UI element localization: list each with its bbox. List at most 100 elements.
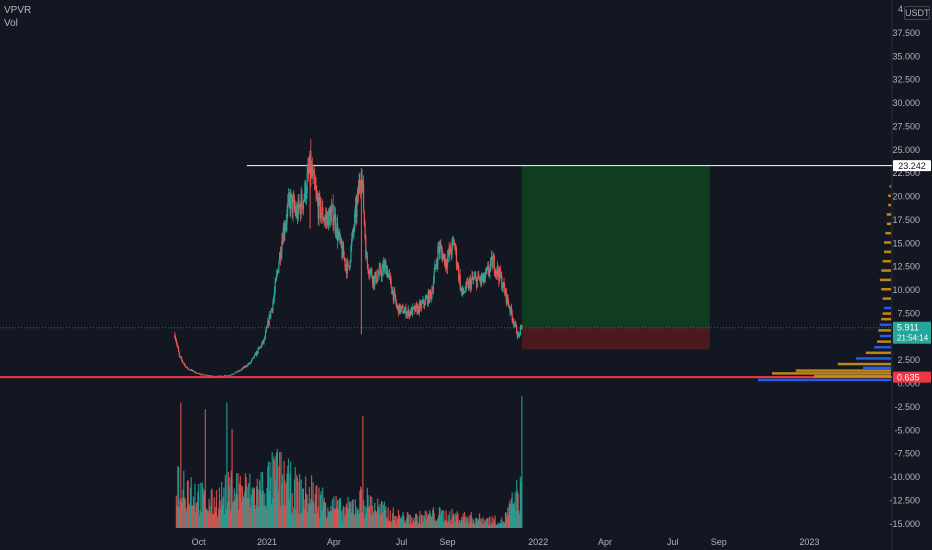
candle-body [276,270,279,274]
volume-bar [197,491,199,528]
volume-bar [322,487,324,528]
candle [483,272,485,286]
candle [342,241,345,258]
price-tick-label: -12.500 [889,495,920,505]
volume-bar [446,520,448,528]
candle [302,200,305,216]
volume-bar [400,518,402,528]
symbol-label: VPVR [4,5,32,16]
volume-bar [456,511,458,528]
candle [178,351,180,358]
volume-bar [191,506,193,528]
volume-bar [435,521,438,528]
candle [386,265,388,279]
candle-body [442,255,444,261]
candle [272,298,274,314]
candle-body [224,375,226,377]
candle [231,373,233,376]
candle-body [340,238,342,247]
candle [420,300,423,312]
candle [476,278,478,288]
candle-body [282,227,284,244]
candle-body [175,339,177,343]
candle [304,179,306,202]
candle [252,357,254,360]
volume-bar [180,402,182,528]
volume-bar [215,490,218,528]
candle [436,257,438,272]
candle [345,263,347,273]
candle [333,214,335,234]
candle-body [425,298,427,300]
candle-body [260,346,262,348]
candle [383,257,385,276]
volume-bar [495,525,498,528]
volume-bar [207,511,209,528]
candle-body [459,275,461,289]
volume-bar [290,461,292,528]
candle-body [174,334,176,338]
candle-body [386,268,388,275]
volume-bar [521,396,523,528]
candle [479,275,481,286]
volume-bar [270,504,273,528]
candle [337,227,339,242]
candle-body [455,247,458,265]
candle [478,277,481,282]
candle [185,366,187,368]
candle [334,205,336,221]
candle-body [285,222,287,225]
candle [195,372,198,374]
candle-body [239,370,241,372]
candle [463,286,465,295]
candle-body [421,302,423,304]
volume-bar [479,521,481,528]
volume-bar [348,508,350,528]
volume-bar [485,518,487,528]
candle [498,266,501,284]
volume-bar [437,518,439,528]
candle-body [290,194,293,196]
candle-body [396,305,398,308]
candle [451,237,453,259]
volume-bar [260,472,262,528]
candle-body [250,360,252,363]
volume-bar [332,507,334,528]
candle [485,266,487,276]
volume-bar [431,516,433,528]
volume-bar [316,513,319,528]
candle [455,243,457,256]
candle-body [458,275,461,280]
candle [405,303,407,320]
candle-body [412,306,414,315]
candle-body [293,199,296,209]
volume-bar [492,524,494,528]
volume-bar [510,503,512,528]
candle-body [317,202,319,219]
candle-body [490,257,492,259]
volume-bar [333,496,335,528]
volume-bar [415,513,417,528]
candle-body [491,257,493,268]
candle-body [412,306,414,308]
candle [237,370,239,373]
candle [403,306,406,314]
candle-body [299,205,301,207]
candle [259,345,261,349]
candle [371,266,373,279]
volume-bar [368,505,371,528]
volume-bar [481,518,483,528]
volume-bar [323,497,325,528]
candle-body [284,224,287,230]
volume-bar [363,518,365,528]
candle [491,256,493,271]
currency-selector[interactable]: USDT [904,6,930,20]
candle-body [330,213,332,226]
candle [204,374,206,376]
candle-body [229,374,232,376]
candle-body [313,173,315,174]
candle-body [460,287,462,289]
volume-bar [482,517,484,528]
candle-body [423,304,426,306]
